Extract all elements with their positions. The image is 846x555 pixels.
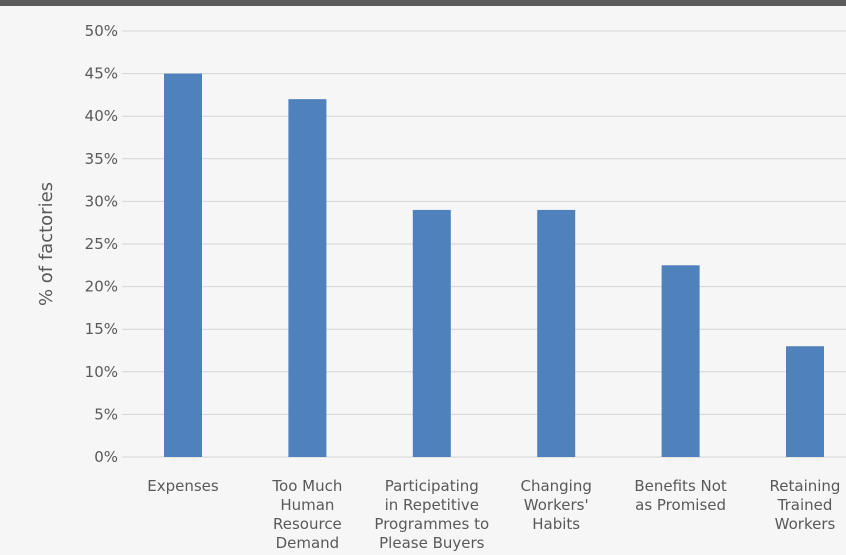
x-category-label-line: Too Much xyxy=(271,477,342,495)
y-tick-label: 10% xyxy=(85,363,118,381)
x-category-label-line: Workers xyxy=(775,515,836,533)
y-tick-label: 25% xyxy=(85,235,118,253)
y-tick-label: 5% xyxy=(94,405,118,423)
x-category-label: Benefits Not as Promised xyxy=(634,477,727,514)
x-category-label-line: Changing xyxy=(520,477,591,495)
x-category-label-line: Resource xyxy=(273,515,342,533)
x-category-label-line: Human xyxy=(280,496,334,514)
bar-4 xyxy=(661,265,700,457)
y-tick-label: 30% xyxy=(85,192,118,210)
bar-3 xyxy=(537,209,576,457)
bar-1 xyxy=(288,99,327,457)
x-category-label-line: Retaining xyxy=(770,477,841,495)
x-category-label: Retaining Trained Workers xyxy=(770,477,841,533)
x-category-label: Changing Workers' Habits xyxy=(520,477,591,533)
x-category-label-line: Habits xyxy=(532,515,580,533)
x-category-label-line: Programmes to xyxy=(374,515,489,533)
y-tick-label: 35% xyxy=(85,150,118,168)
y-tick-label: 45% xyxy=(85,65,118,83)
bars xyxy=(164,73,824,457)
y-tick-label: 20% xyxy=(85,278,118,296)
x-category-label: Expenses xyxy=(147,477,219,495)
y-tick-label: 40% xyxy=(85,107,118,125)
bar-0 xyxy=(164,73,202,457)
y-axis-ticks: 0% 5% 10% 15% 20% 25% 30% 35% 40% 45% 50% xyxy=(85,22,118,466)
x-category-label-line: Benefits Not xyxy=(634,477,727,495)
x-category-label-line: as Promised xyxy=(635,496,726,514)
x-category-label: Participating in Repetitive Programmes to P… xyxy=(374,477,489,552)
bar-5 xyxy=(786,346,824,457)
y-axis-title: % of factories xyxy=(36,182,57,306)
bar-2 xyxy=(412,209,451,457)
x-category-label-line: Workers' xyxy=(524,496,589,514)
y-tick-label: 15% xyxy=(85,320,118,338)
x-category-label-line: Demand xyxy=(276,534,340,552)
x-category-label-line: Please Buyers xyxy=(379,534,485,552)
y-tick-label: 0% xyxy=(94,448,118,466)
x-category-label-line: Participating xyxy=(385,477,479,495)
gridlines xyxy=(122,30,846,458)
x-axis-labels: Expenses Too Much Human Resource Demand Parti… xyxy=(147,477,840,552)
x-category-label-line: Expenses xyxy=(147,477,219,495)
x-category-label-line: in Repetitive xyxy=(385,496,479,514)
top-bar xyxy=(0,0,846,6)
y-tick-label: 50% xyxy=(85,22,118,40)
x-category-label-line: Trained xyxy=(777,496,833,514)
x-category-label: Too Much Human Resource Demand xyxy=(271,477,342,552)
